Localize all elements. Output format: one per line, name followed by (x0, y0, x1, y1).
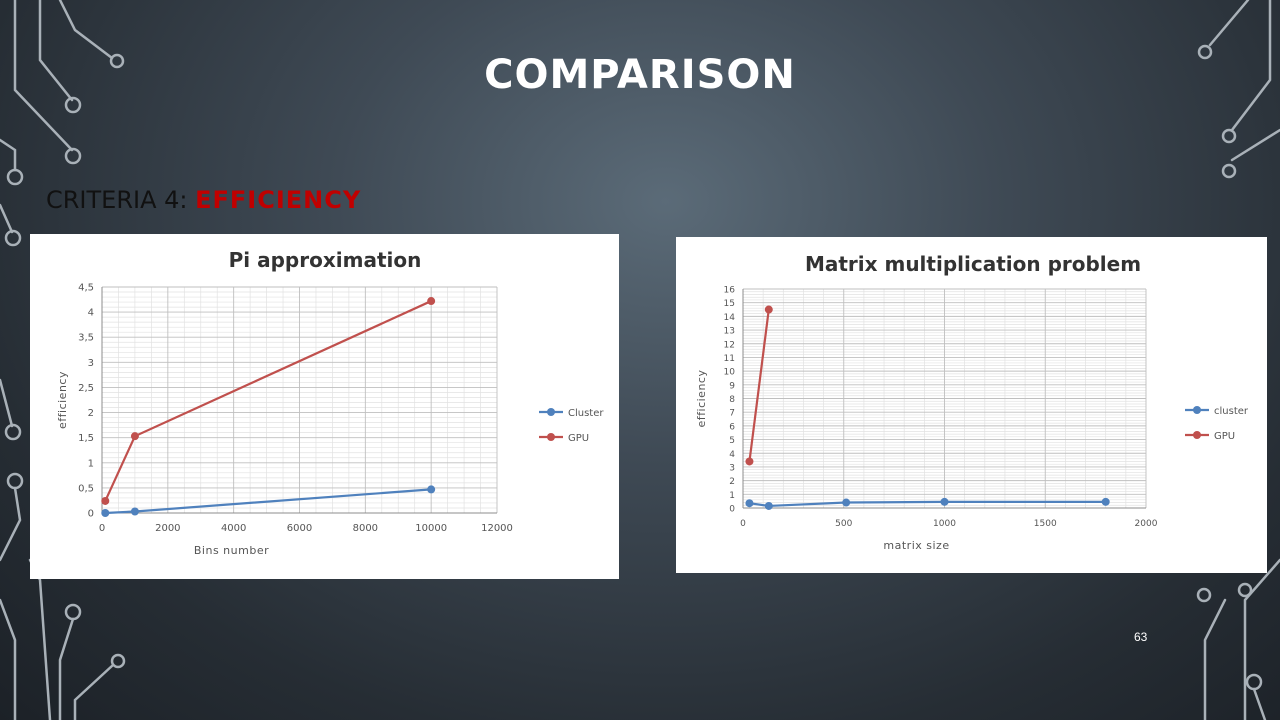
mm-xtick-label: 2000 (1135, 519, 1158, 529)
mm-xtick-label: 1500 (1034, 519, 1057, 529)
pi-series-gpu-point (427, 297, 436, 306)
mm-series-cluster-point (745, 499, 754, 508)
pi-xtick-label: 0 (99, 523, 105, 534)
pi-ytick-label: 1 (88, 458, 94, 469)
mm-series-cluster-point (764, 501, 773, 510)
pi-series-gpu-line (104, 300, 432, 502)
mm-y-axis-label: efficiency (695, 370, 708, 428)
pi-xtick-label: 8000 (353, 523, 378, 534)
mm-ytick-label: 7 (729, 409, 735, 419)
mm-legend-label-cluster: cluster (1214, 406, 1249, 417)
pi-legend-marker-cluster (547, 408, 555, 416)
mm-ytick-label: 3 (729, 463, 735, 473)
pi-series-cluster-point (130, 507, 139, 516)
mm-ytick-label: 14 (724, 313, 736, 323)
mm-series-gpu-point (745, 457, 754, 466)
criteria-subtitle: CRITERIA 4: EFFICIENCY (46, 186, 361, 214)
pi-xtick-label: 6000 (287, 523, 312, 534)
mm-ytick-label: 2 (729, 477, 735, 487)
pi-ytick-label: 1,5 (78, 433, 94, 444)
mm-ytick-label: 8 (729, 395, 735, 405)
page-number: 63 (1134, 630, 1148, 644)
mm-ytick-label: 15 (724, 299, 735, 309)
mm-xtick-label: 1000 (933, 519, 956, 529)
mm-legend-marker-gpu (1193, 431, 1201, 439)
pi-ytick-label: 4,5 (78, 283, 94, 294)
pi-ytick-label: 3 (88, 358, 94, 369)
pi-xtick-label: 10000 (415, 523, 447, 534)
mm-legend-marker-cluster (1193, 406, 1201, 414)
mm-ytick-label: 12 (724, 340, 735, 350)
mm-x-axis-label: matrix size (883, 539, 949, 552)
mm-xtick-label: 0 (740, 519, 746, 529)
pi-xtick-label: 2000 (155, 523, 180, 534)
subtitle-highlight: EFFICIENCY (195, 186, 362, 214)
pi-ytick-label: 0 (88, 509, 94, 520)
mm-chart-title: Matrix multiplication problem (805, 252, 1141, 276)
mm-series-cluster-point (1101, 497, 1110, 506)
pi-x-axis-label: Bins number (194, 544, 269, 557)
pi-chart-svg: 0 0,5 1 1,5 2 2,5 3 3,5 4 4,5 0 2000 4000 6000 8000 100… (56, 248, 604, 557)
pi-xtick-label: 12000 (481, 523, 513, 534)
pi-approximation-chart: 0 0,5 1 1,5 2 2,5 3 3,5 4 4,5 0 2000 4000 6000 8000 100… (30, 234, 619, 579)
mm-ytick-label: 0 (729, 505, 735, 515)
mm-ytick-label: 1 (729, 491, 735, 501)
pi-xtick-label: 4000 (221, 523, 246, 534)
mm-series-cluster-point (842, 498, 851, 507)
pi-legend-label-cluster: Cluster (568, 408, 604, 419)
mm-ytick-label: 9 (729, 381, 735, 391)
pi-chart-title: Pi approximation (229, 248, 422, 272)
mm-ytick-label: 6 (729, 422, 735, 432)
mm-ytick-label: 16 (724, 286, 736, 296)
mm-series-cluster-point (940, 497, 949, 506)
pi-series-gpu-point (130, 432, 139, 441)
pi-ytick-label: 0,5 (78, 483, 94, 494)
pi-series-gpu-point (101, 496, 110, 505)
subtitle-prefix: CRITERIA 4: (46, 186, 196, 214)
mm-series-gpu-point (764, 305, 773, 314)
pi-ytick-label: 4 (88, 308, 94, 319)
pi-ytick-label: 3,5 (78, 333, 94, 344)
matrix-multiplication-chart: 0 1 2 3 4 5 6 7 8 9 10 11 12 13 14 15 16 0 500 1000 1500 2000… (676, 237, 1267, 573)
pi-ytick-label: 2,5 (78, 383, 94, 394)
pi-series-cluster-point (427, 485, 436, 494)
mm-legend-label-gpu: GPU (1214, 431, 1235, 442)
pi-series-cluster-point (101, 509, 110, 517)
pi-legend-marker-gpu (547, 433, 555, 441)
mm-ytick-label: 4 (729, 450, 735, 460)
mm-ytick-label: 5 (729, 436, 735, 446)
mm-ytick-label: 13 (724, 327, 735, 337)
slide-title: COMPARISON (484, 52, 796, 98)
pi-y-axis-label: efficiency (56, 371, 69, 429)
mm-ytick-label: 11 (724, 354, 735, 364)
mm-series-gpu-line (748, 309, 770, 462)
pi-ytick-label: 2 (88, 408, 94, 419)
mm-xtick-label: 500 (835, 519, 852, 529)
mm-ytick-label: 10 (724, 368, 736, 378)
pi-legend-label-gpu: GPU (568, 433, 589, 444)
